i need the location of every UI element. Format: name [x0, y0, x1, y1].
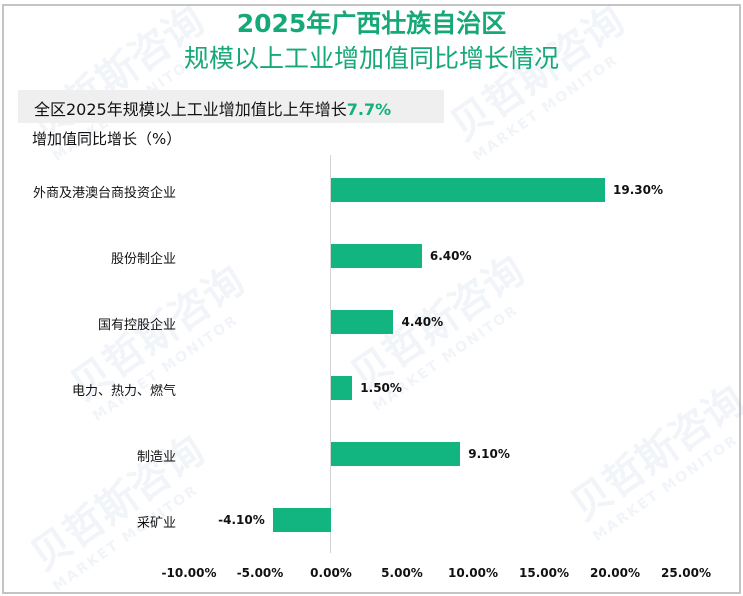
chart-title-line1: 2025年广西壮族自治区 — [236, 9, 507, 38]
chart-title-line2: 规模以上工业增加值同比增长情况 — [183, 44, 559, 73]
x-tick-label: 10.00% — [448, 566, 498, 580]
bar — [272, 508, 331, 532]
bar-value-label: 19.30% — [613, 183, 664, 197]
bar-value-label: 1.50% — [360, 381, 402, 395]
bar-value-label: 6.40% — [429, 249, 472, 263]
bar-value-label: -4.10% — [218, 513, 265, 527]
category-label: 外商及港澳台商投资企业 — [32, 186, 176, 201]
bar-value-label: 4.40% — [401, 315, 444, 329]
category-label: 制造业 — [136, 450, 176, 465]
summary-value: 7.7% — [346, 100, 392, 119]
summary-label: 全区2025年规模以上工业增加值比上年增长 — [34, 100, 347, 119]
x-tick-label: 25.00% — [661, 566, 711, 580]
category-label: 采矿业 — [136, 516, 176, 531]
bar-value-label: 9.10% — [468, 447, 510, 461]
chart-frame — [2, 4, 741, 594]
x-tick-label: 5.00% — [381, 566, 423, 580]
y-axis-title: 增加值同比增长（%） — [32, 130, 182, 148]
x-tick-label: -10.00% — [161, 566, 217, 580]
x-tick-label: 20.00% — [590, 566, 640, 580]
category-label: 电力、热力、燃气 — [71, 384, 176, 399]
summary-box: 全区2025年规模以上工业增加值比上年增长7.7% — [18, 90, 444, 123]
bar — [331, 244, 422, 268]
x-tick-label: 0.00% — [310, 566, 352, 580]
summary-text: 全区2025年规模以上工业增加值比上年增长7.7% — [34, 96, 391, 120]
zero-axis-line — [330, 155, 331, 553]
bar — [331, 442, 461, 466]
bar — [331, 376, 353, 400]
x-tick-label: 15.00% — [519, 566, 569, 580]
x-tick-label: -5.00% — [236, 566, 284, 580]
category-label: 股份制企业 — [110, 252, 176, 267]
bar — [331, 310, 394, 334]
category-label: 国有控股企业 — [97, 318, 176, 333]
bar — [331, 178, 606, 202]
